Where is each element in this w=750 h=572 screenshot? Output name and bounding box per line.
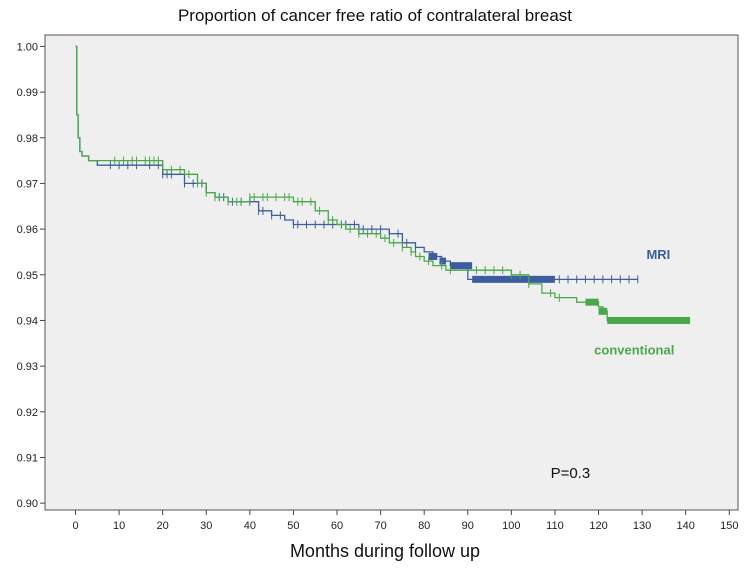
series-label-conventional: conventional [594,343,674,358]
x-tick-label: 120 [589,520,607,532]
chart-title: Proportion of cancer free ratio of contr… [177,6,573,25]
x-tick-label: 60 [331,520,343,532]
x-tick-label: 130 [633,520,651,532]
x-tick-label: 100 [502,520,520,532]
x-tick-label: 80 [418,520,430,532]
series-line-conventional [75,45,691,322]
censor-band-conventional [598,307,608,315]
p-value-annotation: P=0.3 [551,465,591,482]
series-conventional: conventional [75,45,691,358]
x-tick-label: 90 [462,520,474,532]
censor-band-conventional [607,316,691,324]
x-tick-label: 20 [157,520,169,532]
x-tick-label: 10 [113,520,125,532]
x-tick-label: 150 [720,520,738,532]
x-tick-label: 0 [72,520,78,532]
y-tick-label: 0.92 [17,407,38,419]
x-tick-label: 30 [200,520,212,532]
y-tick-label: 0.93 [17,361,38,373]
y-tick-label: 0.91 [17,452,38,464]
censor-band-conventional [585,298,599,306]
y-tick-label: 0.95 [17,270,38,282]
y-tick-label: 0.99 [17,87,38,99]
y-tick-label: 1.00 [17,41,38,53]
censor-band-mri [428,253,438,261]
x-axis-label: Months during follow up [289,541,481,561]
censor-band-mri [472,275,555,283]
y-tick-label: 0.94 [17,315,38,327]
censor-band-mri [439,257,446,265]
x-tick-label: 70 [374,520,386,532]
x-tick-label: 110 [546,520,564,532]
y-tick-label: 0.90 [17,498,38,510]
x-tick-label: 40 [244,520,256,532]
x-tick-label: 50 [287,520,299,532]
series-label-mri: MRI [646,247,670,262]
censor-band-mri [450,262,473,270]
x-tick-label: 140 [677,520,695,532]
y-tick-label: 0.98 [17,133,38,145]
plot-area [44,34,739,511]
y-tick-label: 0.96 [17,224,38,236]
y-tick-label: 0.97 [17,178,38,190]
